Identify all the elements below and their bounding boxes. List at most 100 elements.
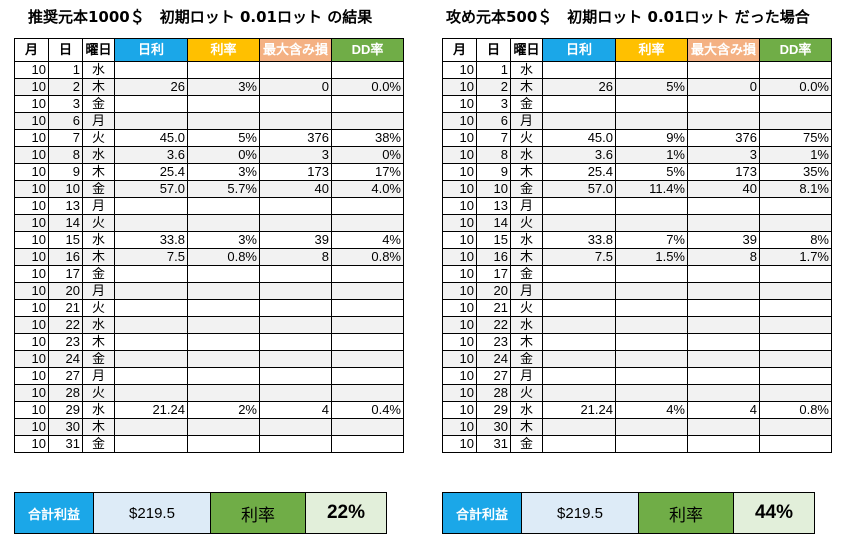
max-unrealized-loss-cell <box>259 418 332 436</box>
profit-rate-cell: 1.5% <box>615 248 688 266</box>
weekday-cell: 金 <box>510 265 543 283</box>
max-unrealized-loss-cell: 376 <box>259 129 332 147</box>
month-cell: 10 <box>442 418 477 436</box>
profit-rate-cell <box>615 95 688 113</box>
drawdown-rate-cell: 0.0% <box>759 78 832 96</box>
drawdown-rate-cell <box>331 299 404 317</box>
profit-rate-cell <box>187 367 260 385</box>
drawdown-rate-cell <box>759 61 832 79</box>
weekday-cell: 木 <box>510 333 543 351</box>
month-cell: 10 <box>442 350 477 368</box>
table-row: 10 16 木 7.5 0.8% 8 0.8% <box>14 248 404 266</box>
right-summary: 合計利益 $219.5 利率 44% <box>442 492 815 534</box>
month-cell: 10 <box>442 435 477 453</box>
profit-rate-cell <box>187 418 260 436</box>
max-unrealized-loss-cell <box>687 418 760 436</box>
daily-profit-cell <box>114 265 188 283</box>
max-unrealized-loss-cell: 39 <box>259 231 332 249</box>
profit-rate-cell <box>187 333 260 351</box>
month-header: 月 <box>442 38 477 62</box>
table-row: 10 22 水 <box>14 316 404 334</box>
day-cell: 7 <box>476 129 511 147</box>
month-cell: 10 <box>442 248 477 266</box>
month-cell: 10 <box>14 333 49 351</box>
table-row: 10 8 水 3.6 1% 3 1% <box>442 146 832 164</box>
weekday-cell: 水 <box>510 316 543 334</box>
table-row: 10 7 火 45.0 5% 376 38% <box>14 129 404 147</box>
profit-rate-cell <box>615 265 688 283</box>
profit-rate-cell: 0.8% <box>187 248 260 266</box>
month-cell: 10 <box>14 231 49 249</box>
day-cell: 9 <box>48 163 83 181</box>
weekday-cell: 木 <box>82 163 115 181</box>
profit-rate-cell: 3% <box>187 78 260 96</box>
drawdown-rate-cell: 0.0% <box>331 78 404 96</box>
month-cell: 10 <box>442 384 477 402</box>
table-row: 10 31 金 <box>14 435 404 453</box>
table-row: 10 1 水 <box>14 61 404 79</box>
drawdown-rate-header: DD率 <box>759 38 832 62</box>
month-cell: 10 <box>14 180 49 198</box>
month-cell: 10 <box>442 214 477 232</box>
weekday-cell: 金 <box>510 180 543 198</box>
max-unrealized-loss-cell <box>687 299 760 317</box>
table-row: 10 3 金 <box>442 95 832 113</box>
day-cell: 8 <box>476 146 511 164</box>
profit-rate-cell <box>187 265 260 283</box>
day-cell: 31 <box>476 435 511 453</box>
day-cell: 1 <box>48 61 83 79</box>
max-unrealized-loss-cell: 173 <box>687 163 760 181</box>
weekday-cell: 金 <box>82 95 115 113</box>
profit-rate-cell <box>615 384 688 402</box>
weekday-header: 曜日 <box>82 38 115 62</box>
daily-profit-cell <box>114 350 188 368</box>
drawdown-rate-cell <box>759 299 832 317</box>
month-cell: 10 <box>14 418 49 436</box>
day-cell: 27 <box>48 367 83 385</box>
weekday-cell: 月 <box>510 197 543 215</box>
weekday-cell: 水 <box>82 401 115 419</box>
daily-profit-cell: 45.0 <box>542 129 616 147</box>
day-header: 日 <box>476 38 511 62</box>
drawdown-rate-cell <box>331 350 404 368</box>
drawdown-rate-cell: 17% <box>331 163 404 181</box>
drawdown-rate-cell <box>331 435 404 453</box>
daily-profit-cell <box>114 214 188 232</box>
table-row: 10 9 木 25.4 3% 173 17% <box>14 163 404 181</box>
rate-value: 22% <box>306 493 386 533</box>
table-row: 10 15 水 33.8 7% 39 8% <box>442 231 832 249</box>
drawdown-rate-cell <box>331 282 404 300</box>
month-cell: 10 <box>14 384 49 402</box>
weekday-cell: 火 <box>510 299 543 317</box>
table-row: 10 16 木 7.5 1.5% 8 1.7% <box>442 248 832 266</box>
left-summary: 合計利益 $219.5 利率 22% <box>14 492 387 534</box>
day-cell: 22 <box>48 316 83 334</box>
table-row: 10 14 火 <box>442 214 832 232</box>
drawdown-rate-cell <box>759 265 832 283</box>
max-unrealized-loss-cell: 0 <box>687 78 760 96</box>
max-unrealized-loss-cell: 4 <box>687 401 760 419</box>
day-cell: 13 <box>476 197 511 215</box>
day-cell: 31 <box>48 435 83 453</box>
day-cell: 28 <box>476 384 511 402</box>
drawdown-rate-cell: 0.8% <box>759 401 832 419</box>
drawdown-rate-cell <box>759 333 832 351</box>
daily-profit-cell <box>542 435 616 453</box>
weekday-cell: 火 <box>510 214 543 232</box>
max-unrealized-loss-cell: 3 <box>259 146 332 164</box>
profit-rate-cell: 5% <box>187 129 260 147</box>
drawdown-rate-cell: 38% <box>331 129 404 147</box>
month-cell: 10 <box>442 282 477 300</box>
daily-profit-cell: 7.5 <box>114 248 188 266</box>
day-cell: 6 <box>476 112 511 130</box>
day-cell: 24 <box>476 350 511 368</box>
daily-profit-cell <box>114 316 188 334</box>
max-unrealized-loss-cell: 0 <box>259 78 332 96</box>
month-cell: 10 <box>14 163 49 181</box>
drawdown-rate-cell: 8% <box>759 231 832 249</box>
month-cell: 10 <box>442 299 477 317</box>
profit-rate-cell <box>615 350 688 368</box>
table-row: 10 3 金 <box>14 95 404 113</box>
table-row: 10 21 火 <box>14 299 404 317</box>
profit-rate-cell <box>187 282 260 300</box>
